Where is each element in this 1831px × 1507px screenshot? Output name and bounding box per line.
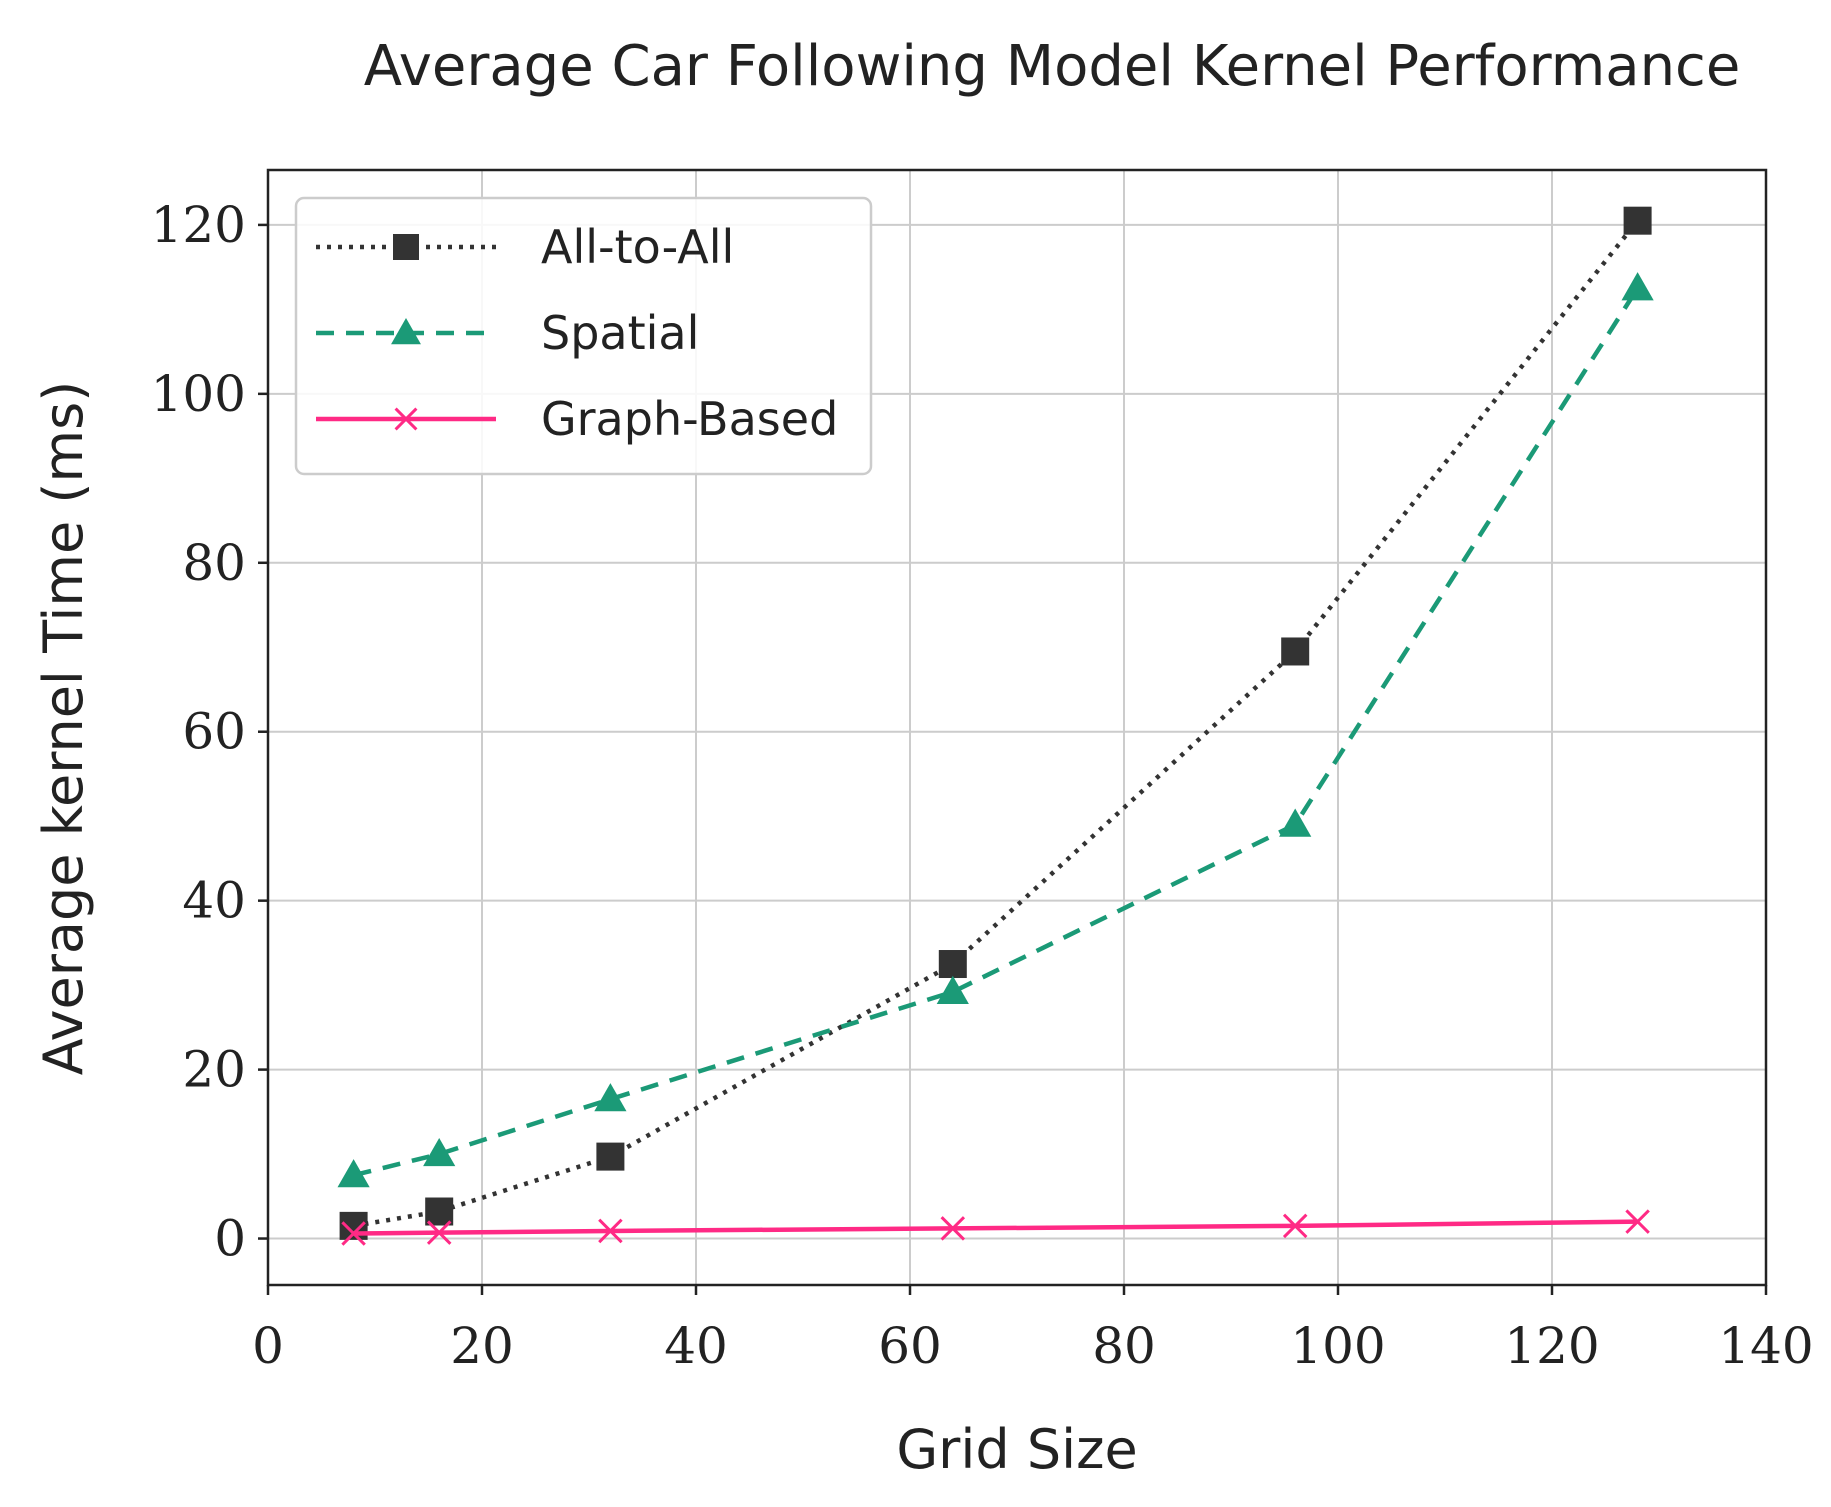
legend-label: Spatial xyxy=(541,306,699,360)
x-axis-label: Grid Size xyxy=(896,1418,1137,1481)
data-point xyxy=(598,1218,623,1244)
data-point xyxy=(425,1197,454,1226)
data-point xyxy=(1621,272,1654,301)
data-point xyxy=(940,1216,966,1241)
x-tick-label: 80 xyxy=(1092,1317,1156,1375)
legend-label: Graph-Based xyxy=(541,392,838,446)
series-line xyxy=(353,1219,1638,1236)
legend-marker xyxy=(391,318,421,345)
y-tick-label: 80 xyxy=(182,534,246,592)
series-line xyxy=(353,219,1640,1229)
x-tick-label: 0 xyxy=(252,1317,284,1375)
y-tick-label: 60 xyxy=(182,703,246,761)
ticks: 0 20 40 60 80 100 120 140 0 20 40 60 80 100 120 xyxy=(151,196,1814,1375)
data-point xyxy=(337,1159,370,1188)
legend-marker xyxy=(393,234,419,260)
legend: All-to-All Spatial Graph-Based xyxy=(294,196,873,476)
x-tick-label: 40 xyxy=(664,1317,728,1375)
series-triangle xyxy=(337,272,1654,1188)
plot-frame xyxy=(266,168,1768,1287)
y-tick-label: 20 xyxy=(182,1041,246,1099)
data-point xyxy=(1279,808,1312,837)
data-point xyxy=(1282,1213,1308,1239)
y-axis-label: Average kernel Time (ms) xyxy=(32,381,95,1076)
data-point xyxy=(938,950,967,979)
series-x xyxy=(341,1209,1650,1246)
y-tick-label: 120 xyxy=(151,196,246,254)
data-point xyxy=(1625,1209,1650,1234)
y-tick-label: 0 xyxy=(214,1210,246,1268)
y-tick-label: 40 xyxy=(182,872,246,930)
data-point xyxy=(1281,637,1310,666)
legend-label: All-to-All xyxy=(541,220,734,274)
grid xyxy=(267,170,1767,1285)
data-point xyxy=(1623,206,1652,235)
series-line xyxy=(353,287,1640,1178)
data-point xyxy=(594,1083,627,1112)
legend-marker xyxy=(394,407,418,431)
data-point xyxy=(341,1221,366,1246)
y-tick-label: 100 xyxy=(151,365,246,423)
x-tick-label: 60 xyxy=(878,1317,942,1375)
data-point xyxy=(596,1142,625,1171)
series-square xyxy=(339,206,1652,1240)
data-point xyxy=(423,1137,456,1167)
x-tick-label: 140 xyxy=(1718,1317,1813,1375)
x-tick-label: 100 xyxy=(1290,1317,1385,1375)
x-tick-label: 20 xyxy=(450,1317,514,1375)
chart-title: Average Car Following Model Kernel Perfo… xyxy=(364,34,1741,99)
series-layer xyxy=(337,206,1654,1246)
data-point xyxy=(339,1211,368,1240)
data-point xyxy=(936,975,969,1004)
x-tick-label: 120 xyxy=(1504,1317,1599,1375)
legend-box xyxy=(294,196,873,476)
data-point xyxy=(426,1220,452,1245)
